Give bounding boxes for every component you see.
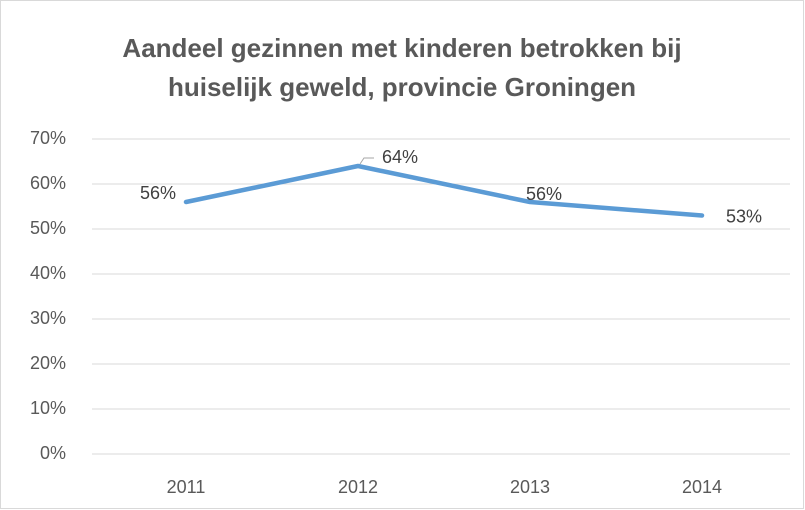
chart-title: Aandeel gezinnen met kinderen betrokken …	[122, 33, 681, 63]
x-tick-label: 2014	[682, 477, 722, 497]
y-tick-label: 0%	[40, 443, 66, 463]
y-tick-label: 40%	[30, 263, 66, 283]
x-tick-label: 2011	[167, 477, 206, 497]
y-tick-label: 20%	[30, 353, 66, 373]
data-label: 64%	[382, 147, 418, 167]
data-label: 53%	[726, 206, 762, 226]
y-tick-label: 60%	[30, 173, 66, 193]
x-tick-label: 2013	[510, 477, 550, 497]
data-label: 56%	[140, 183, 176, 203]
data-label: 56%	[526, 184, 562, 204]
x-tick-label: 2012	[338, 477, 378, 497]
y-tick-label: 10%	[30, 398, 66, 418]
y-tick-label: 30%	[30, 308, 66, 328]
y-tick-label: 50%	[30, 218, 66, 238]
chart-title: huiselijk geweld, provincie Groningen	[168, 72, 636, 102]
data-line	[183, 163, 705, 218]
leader-line	[359, 157, 374, 165]
y-tick-label: 70%	[30, 128, 66, 148]
